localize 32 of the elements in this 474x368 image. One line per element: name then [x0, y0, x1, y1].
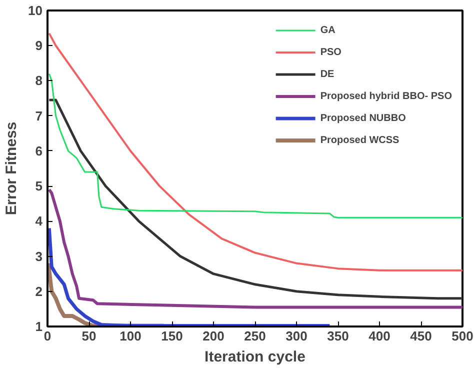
legend-label: PSO	[320, 46, 342, 58]
x-axis-title: Iteration cycle	[204, 348, 306, 366]
y-tick-label: 5	[35, 178, 43, 194]
line-series	[48, 226, 332, 326]
x-tick-label: 50	[82, 328, 96, 344]
line-series	[48, 188, 462, 309]
x-tick-label: 100	[120, 328, 142, 344]
y-tick-label: 9	[35, 38, 43, 54]
x-tick-label: 150	[161, 328, 183, 344]
x-tick-label: 200	[202, 328, 224, 344]
y-axis-title: Error Fitness	[3, 122, 20, 216]
legend-label: DE	[320, 68, 336, 80]
legend-label: Proposed NUBBO	[320, 112, 407, 124]
y-tick-label: 6	[35, 143, 43, 158]
y-tick-label: 8	[35, 73, 43, 88]
legend-label: GA	[320, 24, 336, 36]
x-tick-label: 0	[44, 328, 52, 344]
x-tick-label: 500	[452, 328, 474, 344]
x-tick-label: 350	[327, 328, 349, 344]
x-tick-label: 450	[410, 328, 432, 344]
y-tick-label: 3	[35, 248, 43, 264]
y-tick-label: 4	[35, 214, 44, 229]
y-tick-label: 7	[35, 108, 43, 124]
y-tick-label: 10	[28, 3, 43, 18]
y-tick-label: 1	[35, 319, 43, 334]
legend-label: Proposed WCSS	[320, 134, 400, 146]
y-tick-label: 2	[35, 284, 43, 299]
line-series	[48, 32, 462, 272]
legend-label: Proposed hybrid BBO- PSO	[320, 90, 452, 102]
x-tick-label: 400	[368, 328, 390, 344]
x-tick-label: 250	[244, 328, 266, 344]
x-tick-label: 300	[286, 328, 308, 344]
